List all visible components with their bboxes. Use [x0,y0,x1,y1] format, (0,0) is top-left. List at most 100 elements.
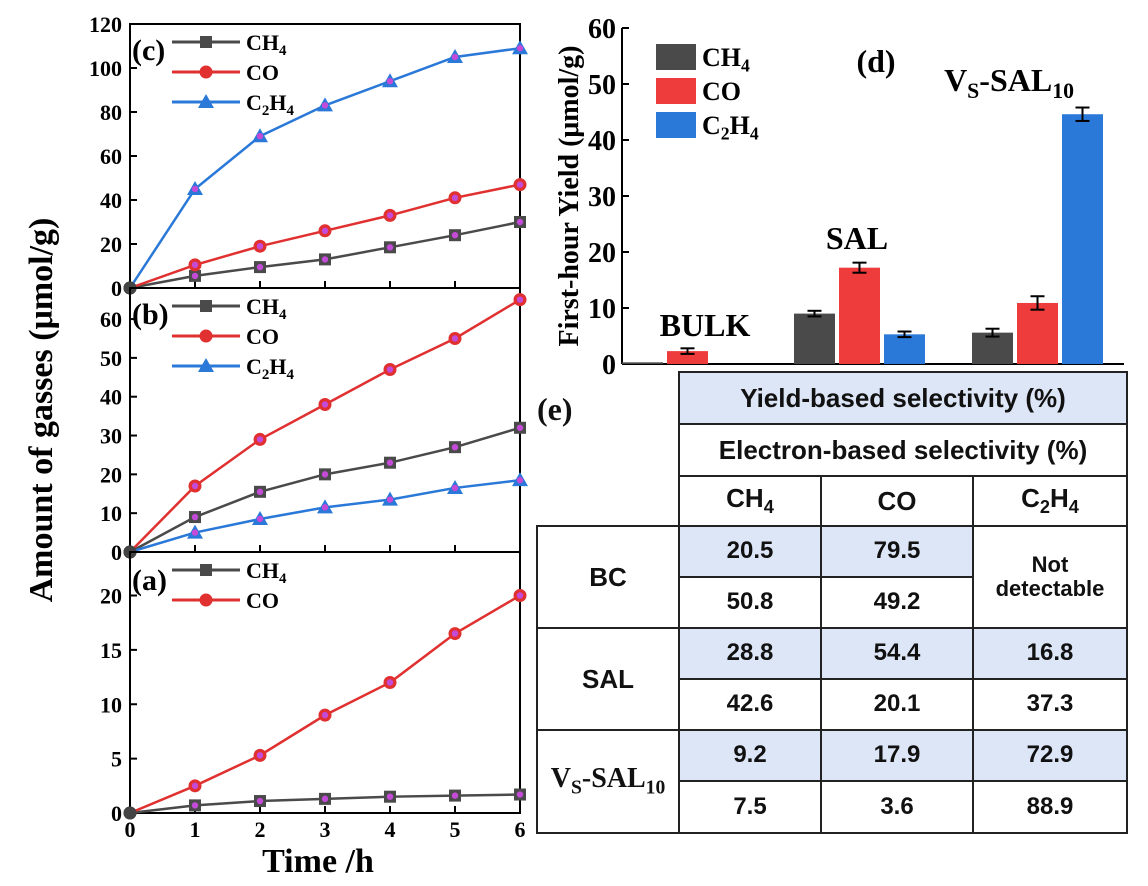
cell-vs-electron-c2h4: 88.9 [972,780,1128,834]
ylabel: First-hour Yield (μmol/g) [554,45,585,346]
point-highlight [516,45,524,52]
y-tick-label: 40 [588,126,616,157]
legend-swatch-C2H4 [656,112,696,138]
point-highlight [191,482,199,490]
legend-swatch-CO [656,78,696,104]
x-tick-label: 3 [320,817,331,842]
legend-marker-CH4 [200,300,212,312]
point-highlight [321,504,329,511]
point-highlight [321,795,329,803]
y-tick-label: 5 [111,747,122,772]
point-highlight [256,243,264,250]
legend-label-CH4: CH4 [702,43,750,76]
cell-bc-c2h4-not-detectable: Not detectable [972,525,1128,629]
point-highlight [386,679,394,686]
col-header-c2h4: C2H4 [972,475,1128,527]
point-highlight [256,133,264,140]
point-highlight [256,488,264,496]
bar-CO-2 [1017,302,1058,364]
legend-marker-CO [199,65,213,79]
cell-bc-yield-ch4: 20.5 [678,525,822,578]
cell-sal-electron-ch4: 42.6 [678,678,822,731]
legend-marker-C2H4 [198,94,214,108]
plot-frame [129,551,521,814]
point-highlight [451,194,459,201]
y-tick-label: 30 [588,182,616,213]
x-tick-label: 4 [385,817,396,842]
point-highlight [386,459,394,466]
legend-marker-C2H4 [198,358,214,372]
legend-label-CO: CO [246,60,279,85]
point-highlight [451,232,459,239]
panel-label: (a) [132,564,167,597]
row-label-vs-sal10: VS-SAL10 [536,729,680,834]
legend-label-CH4: CH4 [246,294,287,323]
point-highlight [321,227,329,234]
point-highlight [451,443,459,451]
cell-vs-yield-ch4: 9.2 [678,729,822,782]
point-highlight [516,424,524,431]
point-highlight [191,529,199,536]
point-highlight [516,296,524,303]
selectivity-table: (e) Yield-based selectivity (%) Electron… [536,371,1128,834]
point-highlight [191,802,199,809]
cell-vs-electron-ch4: 7.5 [678,780,822,834]
legend-label-CH4: CH4 [246,30,287,59]
cell-sal-electron-co: 20.1 [820,678,974,731]
y-tick-label: 30 [100,424,122,449]
x-tick-label: 1 [190,817,201,842]
cell-vs-yield-c2h4: 72.9 [972,729,1128,782]
cell-bc-yield-co: 79.5 [820,525,974,578]
bar-C2H4-2 [1062,114,1103,365]
legend-marker-CH4 [200,564,212,576]
y-tick-label: 10 [100,501,122,526]
legend-marker-CH4 [200,36,212,48]
y-tick-label: 60 [100,144,122,169]
legend-label-C2H4: C2H4 [246,90,295,119]
legend-marker-CO [199,593,213,607]
y-tick-label: 40 [100,385,122,410]
cell-vs-electron-co: 3.6 [820,780,974,834]
col-header-ch4: CH4 [678,475,822,527]
row-label-sal: SAL [536,627,680,731]
y-tick-label: 10 [588,294,616,325]
row-label-bc: BC [536,525,680,629]
plot-frame [129,23,521,289]
x-tick-label: 5 [450,817,461,842]
point-highlight [321,256,329,263]
xlabel: Time /h [262,843,374,880]
cell-sal-yield-co: 54.4 [820,627,974,680]
yield-selectivity-header: Yield-based selectivity (%) [678,371,1128,425]
point-highlight [191,513,199,521]
y-tick-label: 15 [100,638,122,663]
legend-label-C2H4: C2H4 [702,111,759,144]
y-tick-label: 20 [588,238,616,269]
point-highlight [386,212,394,219]
legend-label-CO: CO [246,588,279,613]
bar-CO-0 [667,351,708,364]
cell-sal-yield-ch4: 28.8 [678,627,822,680]
point-highlight [386,366,394,373]
legend-marker-CO [199,329,213,343]
point-highlight [451,335,459,342]
bar-CO-1 [839,267,880,364]
point-highlight [191,185,199,193]
cell-bc-electron-co: 49.2 [820,576,974,629]
y-tick-label: 20 [100,462,122,487]
point-highlight [516,592,524,599]
point-highlight [256,752,264,759]
y-tick-label: 0 [111,801,122,826]
point-highlight [321,471,329,478]
bar-CH4-1 [794,313,835,364]
origin-point [123,806,137,820]
electron-selectivity-header: Electron-based selectivity (%) [678,423,1128,477]
shared-ylabel: Amount of gasses (μmol/g) [23,218,60,603]
legend-label-C2H4: C2H4 [246,354,295,383]
cell-bc-electron-ch4: 50.8 [678,576,822,629]
point-highlight [516,476,524,484]
point-highlight [516,181,524,188]
x-tick-label: 2 [255,817,266,842]
bar-C2H4-1 [884,334,925,364]
